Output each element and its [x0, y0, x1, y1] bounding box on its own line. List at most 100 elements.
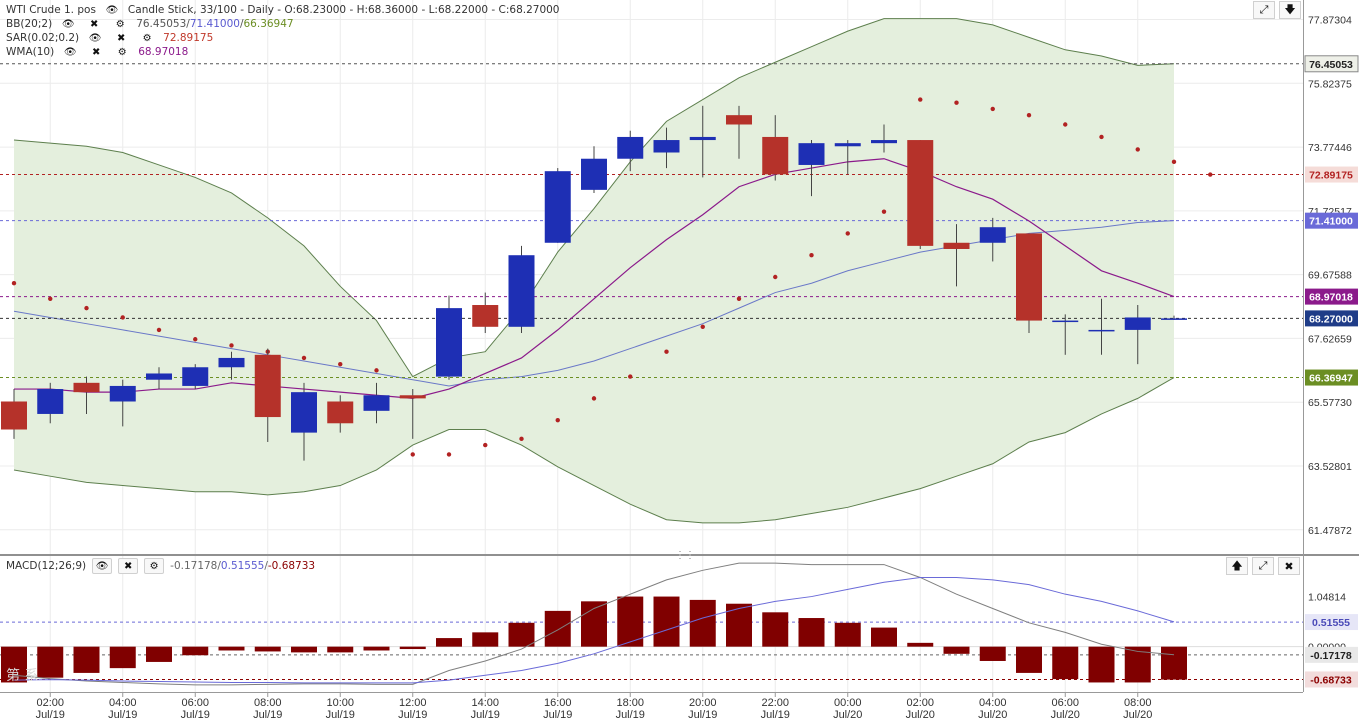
date-tick-label: Jul/19: [181, 709, 210, 719]
price-line-label-box: [1305, 310, 1358, 327]
candle[interactable]: [834, 140, 861, 175]
date-tick-label: Jul/19: [253, 709, 282, 719]
candle[interactable]: [218, 351, 245, 380]
candle-body: [834, 143, 861, 147]
sar-dot: [156, 327, 162, 333]
price-line-label-box: [1305, 288, 1358, 305]
candle[interactable]: [327, 395, 354, 433]
time-tick-label: 08:00: [1124, 697, 1152, 709]
sar-dot: [700, 324, 705, 329]
sar-dot: [628, 374, 633, 379]
gear-icon[interactable]: ⚙: [117, 46, 127, 58]
macd-label-box: [1305, 614, 1358, 631]
date-tick-label: Jul/19: [471, 709, 500, 719]
arrow-up-icon[interactable]: 🡅: [1226, 557, 1248, 575]
sar-dot: [1208, 172, 1213, 177]
candle[interactable]: [1088, 298, 1115, 355]
candle[interactable]: [291, 382, 317, 461]
candle[interactable]: [472, 292, 499, 334]
indicator-legend-row: BB(20;2) 👁 ✖ ⚙ 76.45053/71.41000/66.36947: [6, 17, 294, 31]
candle[interactable]: [1, 389, 27, 439]
close-icon[interactable]: ✖: [1278, 557, 1300, 575]
candle[interactable]: [508, 245, 535, 334]
macd-histogram-bar: [327, 646, 354, 653]
date-tick-label: Jul/19: [108, 709, 137, 719]
candle-body: [1088, 329, 1115, 332]
indicator-name: MACD(12;26;9): [6, 560, 87, 572]
candle[interactable]: [907, 140, 934, 249]
sar-dot: [374, 368, 379, 373]
price-line-label: 71.41000: [1309, 216, 1353, 228]
candle[interactable]: [436, 295, 462, 380]
macd-histogram-bar: [291, 646, 317, 653]
candle[interactable]: [73, 376, 100, 414]
eye-icon[interactable]: 👁: [88, 32, 102, 44]
indicator-value: /: [239, 18, 244, 30]
candle[interactable]: [979, 217, 1006, 262]
sar-dot: [1099, 134, 1104, 140]
maximize-icon[interactable]: ⤢: [1252, 557, 1274, 575]
candle[interactable]: [762, 115, 789, 181]
candle[interactable]: [726, 105, 752, 159]
candle[interactable]: [943, 224, 970, 287]
candle[interactable]: [1124, 305, 1151, 365]
candle-body: [617, 136, 644, 159]
candle[interactable]: [254, 348, 281, 442]
macd-histogram-bar: [399, 646, 426, 650]
close-icon[interactable]: ✖: [118, 558, 139, 574]
candle[interactable]: [653, 127, 680, 169]
gear-icon[interactable]: ⚙: [142, 32, 152, 44]
macd-histogram-bar: [762, 612, 789, 647]
eye-icon[interactable]: 👁: [61, 18, 75, 30]
macd-label-box: [1305, 671, 1358, 688]
candle-body: [218, 357, 245, 368]
candle[interactable]: [1016, 233, 1042, 334]
candle[interactable]: [399, 389, 426, 439]
macd-pane[interactable]: [0, 556, 1303, 692]
candle[interactable]: [1052, 314, 1079, 355]
indicator-values: 72.89175: [163, 32, 213, 44]
candle[interactable]: [544, 168, 571, 243]
eye-icon[interactable]: 👁: [105, 4, 119, 16]
price-line-label: 66.36947: [1309, 373, 1353, 385]
close-icon[interactable]: ✖: [89, 18, 99, 30]
indicator-name: SAR(0.02;0.2): [6, 32, 80, 44]
macd-histogram-bar: [834, 622, 861, 647]
sar-dot: [845, 231, 850, 236]
time-tick-label: 18:00: [616, 697, 644, 709]
candle[interactable]: [581, 146, 607, 193]
candle[interactable]: [871, 124, 897, 153]
candle[interactable]: [37, 382, 64, 424]
watermark-text: 第 系: [6, 667, 38, 684]
eye-icon[interactable]: 👁: [63, 46, 77, 58]
indicator-legend-row: SAR(0.02;0.2) 👁 ✖ ⚙ 72.89175: [6, 31, 213, 45]
gear-icon[interactable]: ⚙: [144, 558, 165, 574]
pane-resize-grip-icon[interactable]: ⋮⋮: [675, 550, 695, 562]
price-line-label: 72.89175: [1309, 170, 1353, 182]
date-tick-label: Jul/19: [326, 709, 355, 719]
maximize-icon[interactable]: ⤢: [1253, 1, 1275, 19]
date-tick-label: Jul/20: [978, 709, 1007, 719]
candle[interactable]: [689, 105, 716, 178]
gear-icon[interactable]: ⚙: [115, 18, 125, 30]
sar-dot: [1135, 147, 1140, 152]
indicator-value: /: [186, 18, 190, 30]
indicator-value: 76.45053: [136, 18, 187, 30]
indicator-value: 71.41000: [189, 18, 240, 30]
close-icon[interactable]: ✖: [91, 46, 101, 58]
arrow-down-icon[interactable]: 🡇: [1279, 1, 1301, 19]
macd-histogram-bar: [1052, 646, 1079, 680]
candle[interactable]: [798, 140, 825, 197]
macd-histogram-bar: [508, 622, 535, 647]
eye-icon[interactable]: 👁: [92, 558, 113, 574]
candle[interactable]: [363, 382, 390, 424]
candle[interactable]: [182, 364, 209, 390]
close-icon[interactable]: ✖: [116, 32, 126, 44]
candle[interactable]: [617, 130, 644, 172]
macd-legend: MACD(12;26;9) 👁 ✖ ⚙ -0.17178/0.51555/-0.…: [6, 558, 315, 574]
candle[interactable]: [146, 367, 172, 390]
candle[interactable]: [1161, 315, 1187, 320]
candle[interactable]: [109, 379, 136, 427]
time-tick-label: 06:00: [1051, 697, 1079, 709]
